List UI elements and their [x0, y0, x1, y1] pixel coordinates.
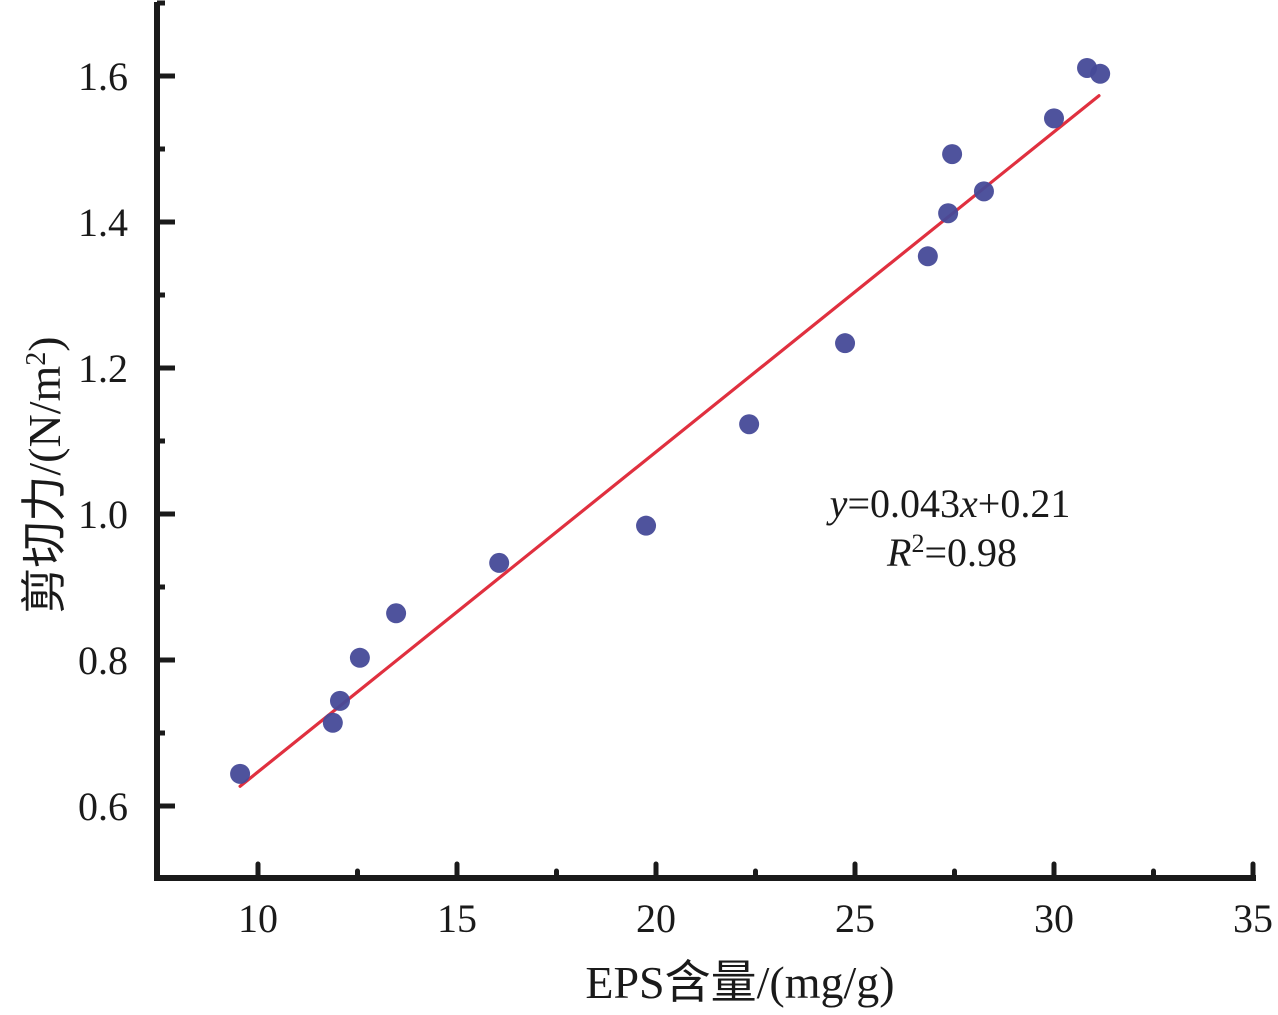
- data-point: [1044, 108, 1064, 129]
- x-tick-label: 15: [437, 896, 477, 941]
- data-point: [489, 552, 510, 573]
- data-point: [835, 333, 856, 354]
- x-tick-label: 35: [1233, 896, 1273, 941]
- data-point: [917, 246, 938, 267]
- y-tick-label: 1.2: [78, 346, 128, 391]
- axes-layer: [154, 2, 1256, 881]
- data-point: [349, 647, 370, 668]
- data-point: [322, 712, 343, 733]
- x-tick-label: 10: [238, 896, 278, 941]
- data-point: [1090, 63, 1111, 84]
- regression-line: [238, 94, 1101, 788]
- data-point: [938, 203, 959, 224]
- x-tick-label: 30: [1034, 896, 1074, 941]
- points-layer: [230, 57, 1111, 784]
- y-tick-label: 0.8: [78, 638, 128, 683]
- y-axis-title-superscript: 2: [21, 352, 52, 366]
- data-point: [230, 763, 251, 784]
- fit-line-layer: [238, 94, 1101, 788]
- fit-equation: y=0.043x+0.21: [826, 481, 1071, 526]
- x-axis-title: EPS含量/(mg/g): [585, 957, 894, 1008]
- x-tick-label: 25: [835, 896, 875, 941]
- y-tick-label: 1.6: [78, 54, 128, 99]
- r-squared-label: R2=0.98: [886, 529, 1017, 576]
- data-point: [942, 144, 963, 165]
- x-tick-label: 20: [636, 896, 676, 941]
- data-point: [739, 414, 760, 435]
- y-axis-title: 剪切力/(N/m2): [19, 336, 70, 613]
- data-point: [973, 181, 994, 202]
- ticks-layer: 10 15 20 25 30 35 0.6 0.8 1.0 1.2 1.4 1.6: [78, 0, 1273, 941]
- data-point: [386, 603, 407, 624]
- y-tick-label: 0.6: [78, 784, 128, 829]
- y-tick-label: 1.4: [78, 200, 128, 245]
- data-point: [329, 690, 350, 711]
- y-tick-label: 1.0: [78, 492, 128, 537]
- data-point: [636, 515, 657, 536]
